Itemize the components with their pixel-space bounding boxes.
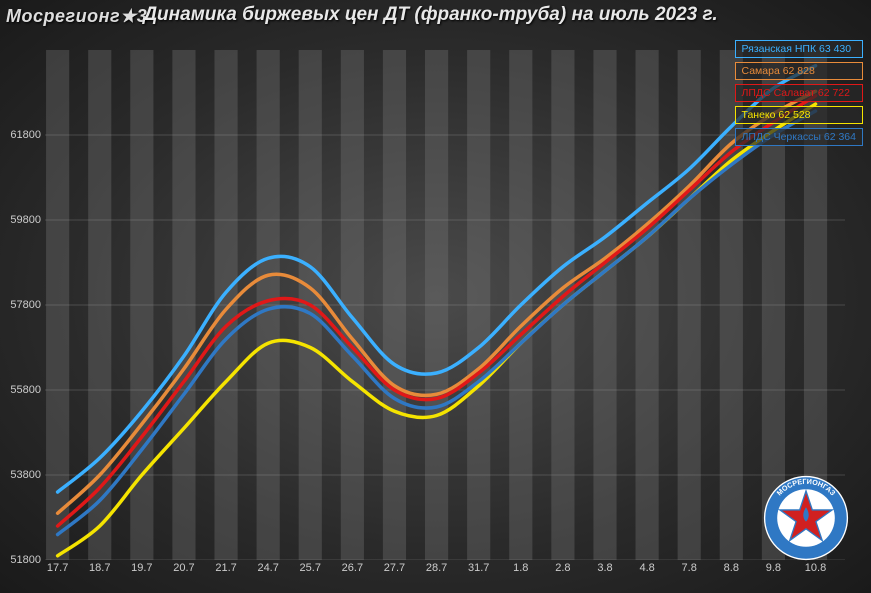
legend-item: Самара 62 828 bbox=[735, 62, 863, 80]
x-axis-tick-label: 26.7 bbox=[342, 562, 363, 574]
x-axis-tick-label: 25.7 bbox=[300, 562, 321, 574]
x-axis-tick-label: 9.8 bbox=[766, 562, 781, 574]
x-axis-tick-label: 1.8 bbox=[513, 562, 528, 574]
legend: Рязанская НПК 63 430 Самара 62 828 ЛПДС Са… bbox=[735, 40, 863, 146]
x-axis-tick-label: 19.7 bbox=[131, 562, 152, 574]
legend-item: Рязанская НПК 63 430 bbox=[735, 40, 863, 58]
x-axis-tick-label: 31.7 bbox=[468, 562, 489, 574]
x-axis-tick-label: 21.7 bbox=[215, 562, 236, 574]
x-axis-tick-label: 8.8 bbox=[724, 562, 739, 574]
legend-item: ЛПДС Черкассы 62 364 bbox=[735, 128, 863, 146]
chart-title: Динамика биржевых цен ДТ (франко-труба) … bbox=[120, 4, 741, 27]
y-axis-tick-label: 59800 bbox=[10, 214, 41, 226]
badge-logo: МОСРЕГИОНГАЗ 2015 bbox=[761, 473, 851, 563]
y-axis-labels: 518005380055800578005980061800 bbox=[3, 50, 43, 560]
x-axis-tick-label: 28.7 bbox=[426, 562, 447, 574]
badge-text-bottom: 2015 bbox=[797, 537, 816, 547]
y-axis-tick-label: 51800 bbox=[10, 554, 41, 566]
x-axis-tick-label: 24.7 bbox=[257, 562, 278, 574]
x-axis-tick-label: 20.7 bbox=[173, 562, 194, 574]
legend-item: Танеко 62 528 bbox=[735, 106, 863, 124]
x-axis-tick-label: 27.7 bbox=[384, 562, 405, 574]
x-axis-tick-label: 7.8 bbox=[682, 562, 697, 574]
y-axis-tick-label: 53800 bbox=[10, 469, 41, 481]
chart-plot bbox=[45, 50, 845, 560]
chart-area: 518005380055800578005980061800 17.718.71… bbox=[45, 50, 845, 560]
x-axis-tick-label: 18.7 bbox=[89, 562, 110, 574]
y-axis-tick-label: 57800 bbox=[10, 299, 41, 311]
x-axis-tick-label: 2.8 bbox=[555, 562, 570, 574]
x-axis-labels: 17.7 18.7 19.7 20.7 21.7 24.7 25.7 26.7 27.7 28.7… bbox=[45, 562, 845, 578]
x-axis-tick-label: 3.8 bbox=[597, 562, 612, 574]
y-axis-tick-label: 61800 bbox=[10, 129, 41, 141]
x-axis-tick-label: 10.8 bbox=[805, 562, 826, 574]
y-axis-tick-label: 55800 bbox=[10, 384, 41, 396]
legend-item: ЛПДС Салават 62 722 bbox=[735, 84, 863, 102]
x-axis-tick-label: 17.7 bbox=[47, 562, 68, 574]
x-axis-tick-label: 4.8 bbox=[639, 562, 654, 574]
